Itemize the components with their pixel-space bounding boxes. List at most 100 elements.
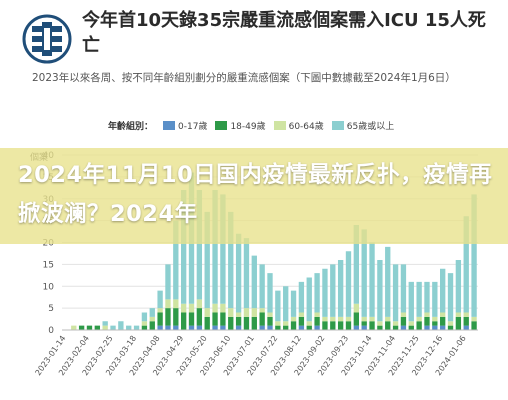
bar-segment — [440, 312, 446, 317]
bar-segment — [306, 277, 312, 322]
bar-segment — [455, 312, 462, 317]
bar-segment — [306, 321, 312, 326]
chart-legend: 年齡組別： 0-17歲 18-49歲 60-64歲 65歲或以上 — [108, 118, 394, 132]
y-tick-label: 15 — [43, 260, 54, 270]
bar-segment — [314, 312, 320, 317]
bar-segment — [298, 281, 305, 313]
bar-segment — [141, 312, 148, 322]
bar-segment — [141, 321, 148, 326]
bar-segment — [471, 316, 477, 322]
bar-segment — [157, 325, 163, 330]
bar-segment — [267, 316, 273, 326]
bar-segment — [400, 312, 407, 317]
bar-segment — [447, 273, 454, 322]
bar-segment — [71, 325, 77, 330]
legend-item-65-plus: 65歲或以上 — [331, 119, 394, 132]
bar-segment — [369, 321, 375, 330]
bar-segment — [353, 225, 360, 304]
bar-segment — [149, 316, 155, 322]
bar-segment — [440, 268, 446, 313]
bar-segment — [440, 316, 446, 326]
bar-segment — [369, 316, 375, 322]
bar-segment — [432, 281, 438, 317]
legend-label: 18-49歲 — [230, 121, 266, 132]
bar-segment — [455, 260, 462, 313]
bar-segment — [196, 325, 203, 330]
bar-segment — [392, 264, 399, 322]
bar-segment — [173, 299, 179, 309]
bar-segment — [369, 242, 375, 317]
bar-segment — [432, 316, 438, 322]
bar-segment — [353, 303, 360, 313]
bar-segment — [165, 299, 171, 309]
bar-segment — [275, 290, 281, 322]
bar-segment — [424, 325, 430, 330]
y-tick-label: 10 — [43, 282, 55, 292]
bar-segment — [345, 321, 352, 330]
bar-segment — [392, 325, 399, 330]
y-tick-label: 0 — [48, 326, 54, 336]
bar-segment — [165, 264, 171, 300]
bar-segment — [196, 190, 203, 300]
bar-segment — [471, 194, 477, 317]
bar-segment — [157, 290, 163, 309]
bar-segment — [463, 312, 469, 317]
bar-segment — [235, 312, 242, 317]
bar-segment — [228, 308, 234, 317]
bar-segment — [330, 321, 336, 330]
bar-segment — [314, 273, 320, 313]
bar-segment — [259, 264, 265, 309]
bar-segment — [455, 316, 462, 330]
bar-segment — [361, 321, 367, 326]
bar-segment — [290, 290, 297, 317]
bar-segment — [298, 316, 305, 326]
bar-segment — [78, 325, 85, 330]
chart-header: 今年首10天錄35宗嚴重流感個案需入ICU 15人死亡 2023年以來各周、按不… — [0, 0, 508, 120]
bar-segment — [235, 325, 242, 330]
bar-segment — [259, 308, 265, 313]
legend-swatch — [273, 120, 286, 130]
bar-segment — [330, 264, 336, 317]
bar-segment — [275, 325, 281, 330]
bar-segment — [196, 299, 203, 309]
bar-segment — [345, 251, 352, 317]
bar-segment — [298, 312, 305, 317]
bar-segment — [235, 233, 242, 313]
bar-segment — [447, 321, 454, 326]
bar-segment — [283, 286, 289, 322]
bar-segment — [188, 325, 195, 330]
bar-segment — [416, 321, 422, 330]
bar-segment — [408, 325, 414, 330]
bar-segment — [337, 316, 344, 322]
bar-segment — [118, 321, 124, 330]
bar-segment — [400, 325, 407, 330]
bar-segment — [102, 321, 108, 326]
bar-segment — [471, 321, 477, 330]
bar-segment — [424, 312, 430, 317]
bar-segment — [180, 190, 187, 304]
bar-segment — [322, 316, 328, 322]
bar-segment — [463, 325, 469, 330]
bar-segment — [314, 316, 320, 326]
bar-segment — [322, 321, 328, 330]
bar-segment — [251, 255, 257, 309]
bar-segment — [283, 321, 289, 326]
bar-segment — [314, 325, 320, 330]
bar-segment — [220, 303, 226, 313]
bar-segment — [361, 229, 367, 317]
bar-segment — [392, 321, 399, 326]
bar-segment — [228, 211, 234, 309]
legend-swatch — [163, 120, 176, 130]
bar-segment — [141, 325, 148, 330]
legend-title: 年齡組別： — [108, 121, 154, 132]
bar-segment — [149, 308, 155, 317]
bar-segment — [220, 194, 226, 304]
bar-segment — [165, 325, 171, 330]
bar-segment — [157, 308, 163, 313]
bar-segment — [463, 316, 469, 326]
bar-segment — [447, 325, 454, 330]
logo-icon — [22, 14, 72, 64]
bar-segment — [290, 321, 297, 330]
bar-segment — [243, 308, 250, 317]
bar-segment — [86, 325, 93, 330]
